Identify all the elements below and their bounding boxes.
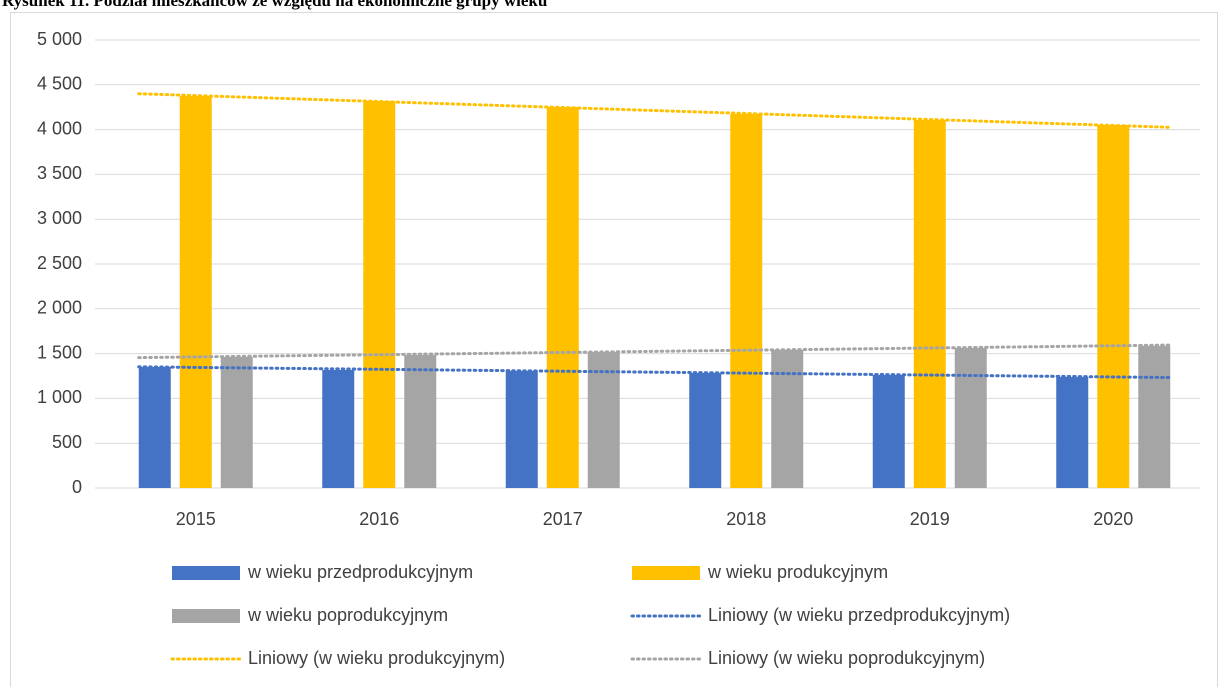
bar bbox=[363, 101, 396, 488]
legend-label: w wieku produkcyjnym bbox=[707, 562, 888, 582]
trendline bbox=[137, 343, 1172, 360]
y-tick-label: 1 500 bbox=[37, 342, 82, 362]
bar bbox=[138, 367, 171, 488]
chart-frame bbox=[10, 12, 1218, 687]
y-tick-label: 2 000 bbox=[37, 298, 82, 318]
bar bbox=[689, 373, 722, 488]
y-tick-label: 0 bbox=[72, 477, 82, 497]
legend-label: Liniowy (w wieku przedprodukcyjnym) bbox=[708, 605, 1010, 625]
x-tick-label: 2015 bbox=[176, 509, 216, 529]
bar bbox=[1138, 345, 1171, 488]
y-tick-label: 1 000 bbox=[37, 387, 82, 407]
trendline bbox=[137, 92, 1172, 129]
x-tick-label: 2020 bbox=[1093, 509, 1133, 529]
bar bbox=[220, 357, 253, 488]
legend-swatch bbox=[632, 566, 700, 580]
bar bbox=[872, 375, 905, 488]
x-tick-label: 2019 bbox=[910, 509, 950, 529]
bar bbox=[1056, 376, 1089, 488]
trendline bbox=[137, 365, 1172, 380]
y-tick-label: 3 500 bbox=[37, 163, 82, 183]
bar bbox=[505, 370, 538, 488]
y-tick-label: 3 000 bbox=[37, 208, 82, 228]
legend-swatch bbox=[172, 609, 240, 623]
y-tick-label: 2 500 bbox=[37, 253, 82, 273]
y-tick-label: 4 500 bbox=[37, 74, 82, 94]
chart-title: Rysunek 11. Podział mieszkańców ze wzglę… bbox=[2, 0, 547, 10]
x-tick-label: 2018 bbox=[726, 509, 766, 529]
legend-label: Liniowy (w wieku poprodukcyjnym) bbox=[708, 648, 985, 668]
bar bbox=[587, 351, 620, 488]
y-tick-label: 500 bbox=[52, 432, 82, 452]
bar bbox=[771, 350, 804, 488]
bar bbox=[954, 348, 987, 488]
legend-label: Liniowy (w wieku produkcyjnym) bbox=[248, 648, 505, 668]
x-tick-label: 2016 bbox=[359, 509, 399, 529]
legend-swatch bbox=[172, 566, 240, 580]
bar bbox=[322, 369, 355, 488]
x-tick-label: 2017 bbox=[543, 509, 583, 529]
bar bbox=[404, 355, 437, 488]
bar bbox=[730, 114, 763, 489]
y-tick-label: 5 000 bbox=[37, 29, 82, 49]
legend-label: w wieku przedprodukcyjnym bbox=[247, 562, 473, 582]
legend-label: w wieku poprodukcyjnym bbox=[247, 605, 448, 625]
bar bbox=[546, 107, 579, 488]
y-tick-label: 4 000 bbox=[37, 118, 82, 138]
bar bbox=[179, 96, 212, 488]
bar bbox=[1097, 125, 1130, 489]
bar bbox=[913, 120, 946, 488]
